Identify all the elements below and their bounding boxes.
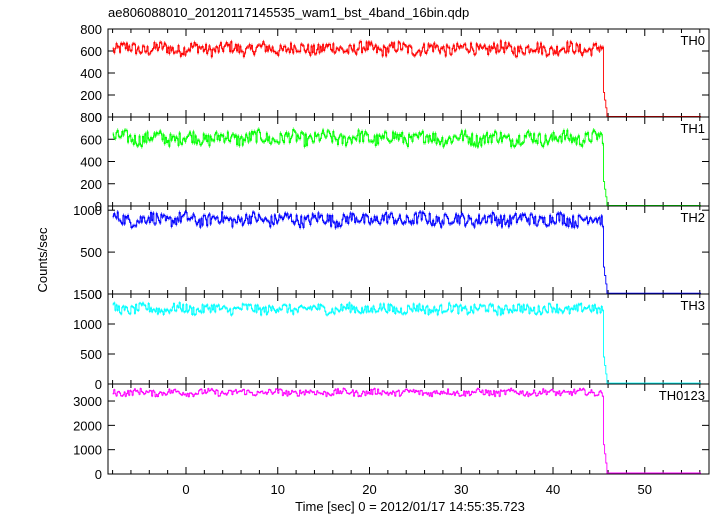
- y-tick-label: 0: [95, 377, 102, 392]
- error-bars: [112, 209, 604, 230]
- x-tick-label: 50: [638, 482, 652, 497]
- figure-title: ae806088010_20120117145535_wam1_bst_4ban…: [108, 5, 469, 20]
- x-tick-label: 30: [454, 482, 468, 497]
- y-tick-label: 2000: [73, 418, 102, 433]
- y-axis-label: Counts/sec: [35, 227, 50, 293]
- panel-frame: [107, 383, 710, 475]
- x-tick-label: 10: [271, 482, 285, 497]
- panel-label: TH0: [680, 33, 705, 48]
- y-tick-label: 400: [80, 155, 102, 170]
- y-tick-label: 200: [80, 177, 102, 192]
- y-tick-label: 3000: [73, 394, 102, 409]
- y-tick-label: 0: [95, 287, 102, 302]
- panel-frame: [107, 116, 710, 207]
- error-bars: [112, 301, 604, 317]
- panels-group: 0200400600800TH00200400600800TH105001000…: [73, 22, 710, 497]
- panel-th3: 0 500 1000 1500 TH3: [73, 287, 710, 392]
- y-tick-label: 200: [80, 88, 102, 103]
- panel-th1: 0 200 400 600 800 TH1: [80, 110, 710, 214]
- y-tick-label: 1500: [73, 287, 102, 302]
- y-tick-label: 400: [80, 66, 102, 81]
- lightcurve-line: [112, 302, 701, 384]
- y-tick-label: 600: [80, 132, 102, 147]
- x-tick-label: 20: [362, 482, 376, 497]
- y-tick-label: 0: [95, 110, 102, 125]
- y-tick-label: 1000: [73, 203, 102, 218]
- y-tick-label: 0: [95, 467, 102, 482]
- y-tick-label: 800: [80, 22, 102, 37]
- y-tick-label: 0: [95, 199, 102, 214]
- lightcurve-line: [112, 40, 701, 117]
- panel-th0123: 0 1000 2000 3000 TH0123: [73, 383, 710, 482]
- panel-label: TH1: [680, 121, 705, 136]
- y-tick-label: 1000: [73, 443, 102, 458]
- panel-label: TH2: [680, 210, 705, 225]
- x-tick-label: 40: [546, 482, 560, 497]
- panel-th2: 0 500 1000 TH2: [73, 203, 710, 302]
- lightcurve-line: [112, 387, 701, 474]
- x-axis-label: Time [sec] 0 = 2012/01/17 14:55:35.723: [295, 499, 525, 514]
- panel-frame: [107, 28, 710, 118]
- y-tick-label: 1000: [73, 317, 102, 332]
- lightcurve-line: [112, 128, 701, 206]
- panel-label: TH0123: [659, 388, 705, 403]
- panel-th0: 0 200 400 600 800 TH0: [80, 22, 710, 125]
- panel-label: TH3: [680, 298, 705, 313]
- y-tick-label: 800: [80, 110, 102, 125]
- y-tick-label: 500: [80, 245, 102, 260]
- y-tick-label: 500: [80, 347, 102, 362]
- x-tick-label: 0: [182, 482, 189, 497]
- y-tick-label: 600: [80, 44, 102, 59]
- lightcurve-line: [112, 211, 701, 294]
